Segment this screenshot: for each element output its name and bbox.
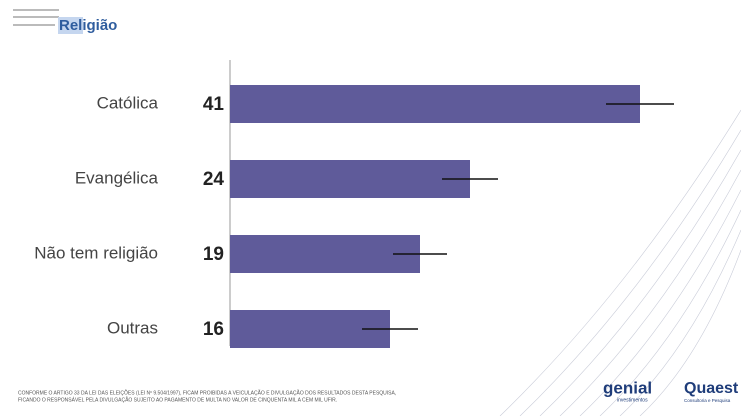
logo: Quaest xyxy=(684,380,739,397)
category-label: Evangélica xyxy=(75,168,159,187)
category-label: Não tem religião xyxy=(34,243,158,262)
header-decoration xyxy=(13,9,59,26)
logo-sub: investimentos xyxy=(617,397,648,403)
logo-sub: Consultoria e Pesquisa xyxy=(684,398,731,403)
value-label: 19 xyxy=(203,244,224,265)
bar xyxy=(230,160,470,198)
logo: genial xyxy=(603,378,652,397)
value-label: 41 xyxy=(203,94,225,115)
disclaimer: CONFORME O ARTIGO 33 DA LEI DAS ELEIÇÕES… xyxy=(18,389,396,396)
chart-title: Religião xyxy=(59,17,117,34)
category-label: Católica xyxy=(97,93,159,112)
value-label: 24 xyxy=(203,169,225,190)
bar xyxy=(230,235,420,273)
bar xyxy=(230,85,640,123)
disclaimer: FICANDO O RESPONSÁVEL PELA DIVULGAÇÃO SU… xyxy=(18,396,337,403)
decoration xyxy=(499,109,741,416)
category-label: Outras xyxy=(107,318,158,337)
value-label: 16 xyxy=(203,319,224,340)
title-highlight xyxy=(58,17,83,34)
